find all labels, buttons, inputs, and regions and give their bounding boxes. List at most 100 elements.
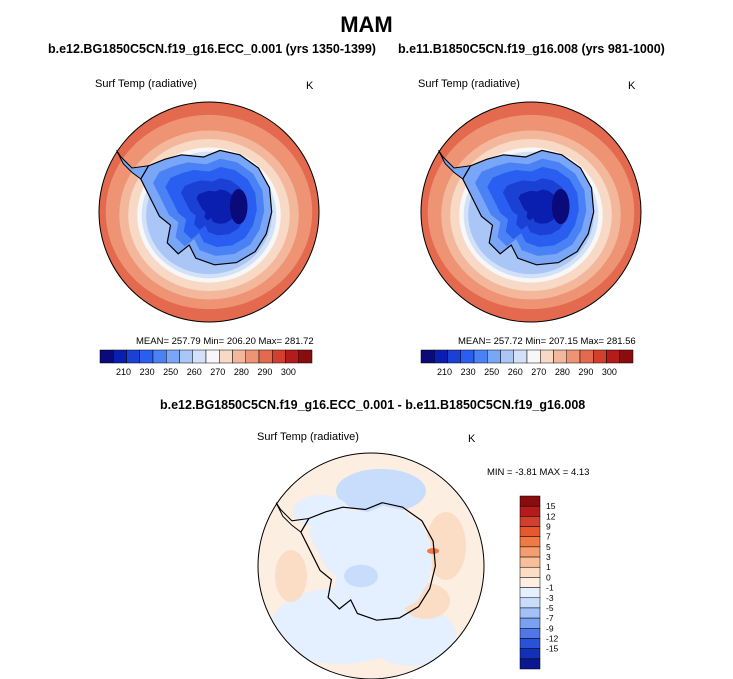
colorbar-1-swatch: [192, 349, 207, 364]
map-1-peninsula: [116, 150, 149, 179]
colorbar-1-swatch: [219, 349, 233, 364]
colorbar-1-swatch: [298, 349, 313, 364]
colorbar-3-swatch: [519, 536, 541, 548]
panel-1-map: [98, 101, 320, 323]
colorbar-3-swatch: [519, 556, 541, 568]
colorbar-3-swatch: [519, 526, 541, 537]
colorbar-3-swatch: [519, 546, 541, 558]
colorbar-3-tick-label: -5: [546, 603, 554, 613]
panel-1-stats: MEAN= 257.79 Min= 206.20 Max= 281.72: [136, 336, 314, 347]
colorbar-1-swatch: [205, 349, 220, 364]
colorbar-2-tick-label: 210: [437, 367, 452, 377]
map-1-border: [98, 101, 320, 323]
colorbar-3-tick-label: -12: [546, 633, 559, 643]
map-1-fill: [99, 102, 319, 322]
colorbar-1-tick-label: 280: [234, 367, 249, 377]
colorbar-2-swatch: [513, 349, 528, 364]
colorbar-2-tick-label: 230: [461, 367, 476, 377]
map-2-ice-level: [518, 189, 558, 224]
colorbar-1-swatch: [152, 349, 167, 364]
colorbar-2-swatch: [619, 349, 634, 364]
map-3-continent-anomaly: [308, 505, 433, 614]
panel-3-map: [257, 452, 485, 679]
map-1-cold-core: [229, 188, 248, 225]
colorbar-2-swatch: [460, 349, 475, 364]
colorbar-3-tick-label: 5: [546, 542, 551, 552]
colorbar-1-swatch: [232, 349, 246, 364]
colorbar-2-swatch: [579, 349, 594, 364]
colorbar-3-swatch: [519, 587, 541, 599]
colorbar-1-tick-label: 290: [257, 367, 272, 377]
panel-3-variable-label: Surf Temp (radiative): [257, 431, 359, 443]
colorbar-2-tick-label: 260: [508, 367, 523, 377]
map-2-peninsula-coast: [438, 150, 472, 180]
colorbar-1-swatch: [139, 349, 154, 364]
map-1-peninsula-coast: [116, 150, 150, 180]
colorbar-3-swatch: [519, 505, 541, 517]
colorbar-3-tick-label: -3: [546, 593, 554, 603]
colorbar-3-tick-label: 15: [546, 501, 556, 511]
colorbar-1-tick-label: 300: [281, 367, 296, 377]
panel-2-title: b.e11.B1850C5CN.f19_g16.008 (yrs 981-100…: [398, 42, 665, 56]
colorbar-3-tick-label: -1: [546, 583, 554, 593]
colorbar-2-swatch: [553, 349, 567, 364]
colorbar-1-swatch: [245, 349, 260, 364]
colorbar-2-swatch: [593, 349, 607, 364]
map-3-anomaly: [275, 550, 307, 602]
colorbar-2-tick-label: 290: [578, 367, 593, 377]
colorbar-2-swatch: [526, 349, 541, 364]
map-3-anomaly: [366, 606, 456, 666]
panel-1-variable-label: Surf Temp (radiative): [95, 78, 197, 90]
map-3-anomaly: [426, 512, 466, 580]
colorbar-1-tick-label: 270: [210, 367, 225, 377]
colorbar-3-swatch: [519, 577, 541, 588]
colorbar-2-swatch: [540, 349, 554, 364]
colorbar-3-swatch: [519, 638, 541, 649]
colorbar-1-swatch: [126, 349, 140, 364]
colorbar-2-swatch: [447, 349, 461, 364]
colorbar-3-tick-label: -7: [546, 613, 554, 623]
colorbar-2-swatch: [566, 349, 581, 364]
colorbar-3-tick-label: -9: [546, 623, 554, 633]
colorbar-3-tick-label: 7: [546, 532, 551, 542]
map-2-cold-core: [551, 188, 570, 225]
panel-1-units: K: [306, 80, 314, 92]
map-1-coastline: [140, 149, 273, 266]
panel-2-stats: MEAN= 257.72 Min= 207.15 Max= 281.56: [458, 336, 636, 347]
panel-3-units: K: [468, 433, 476, 445]
map-3-anomaly: [336, 469, 426, 513]
map-2-border: [420, 101, 642, 323]
map-3-coastline: [300, 502, 437, 621]
colorbar-1-tick-label: 210: [116, 367, 131, 377]
colorbar-1-swatch: [166, 349, 180, 364]
colorbar-2-tick-label: 270: [531, 367, 546, 377]
panel-1-title: b.e12.BG1850C5CN.f19_g16.ECC_0.001 (yrs …: [48, 42, 376, 56]
colorbar-3-swatch: [519, 566, 541, 578]
colorbar-2-swatch: [434, 349, 448, 364]
colorbar-2-tick-label: 250: [484, 367, 499, 377]
panel-2-variable-label: Surf Temp (radiative): [418, 78, 520, 90]
colorbar-1-tick-label: 260: [187, 367, 202, 377]
colorbar-3-swatch: [519, 648, 541, 660]
colorbar-3-swatch: [519, 617, 541, 629]
panel-3-title: b.e12.BG1850C5CN.f19_g16.ECC_0.001 - b.e…: [160, 398, 586, 412]
colorbar-3-swatch: [519, 597, 541, 609]
colorbar-1-tick-label: 230: [140, 367, 155, 377]
map-3-border: [257, 452, 485, 679]
map-3-fill: [258, 453, 484, 679]
colorbar-2-swatch: [473, 349, 488, 364]
map-1-ice-level: [196, 189, 236, 224]
panel-2-colorbar: 210 230 250 260 270 280 290 300: [420, 349, 634, 377]
colorbar-3-tick-label: 3: [546, 552, 551, 562]
panel-3-stats: MIN = -3.81 MAX = 4.13: [487, 467, 590, 478]
colorbar-2-swatch: [606, 349, 620, 364]
colorbar-1-swatch: [113, 349, 127, 364]
colorbar-1-swatch: [285, 349, 299, 364]
colorbar-3-tick-label: 12: [546, 511, 556, 521]
map-3-peninsula-coast: [275, 502, 310, 533]
panel-2-units: K: [628, 80, 636, 92]
colorbar-1-swatch: [179, 349, 193, 364]
colorbar-3-tick-label: -15: [546, 644, 559, 654]
